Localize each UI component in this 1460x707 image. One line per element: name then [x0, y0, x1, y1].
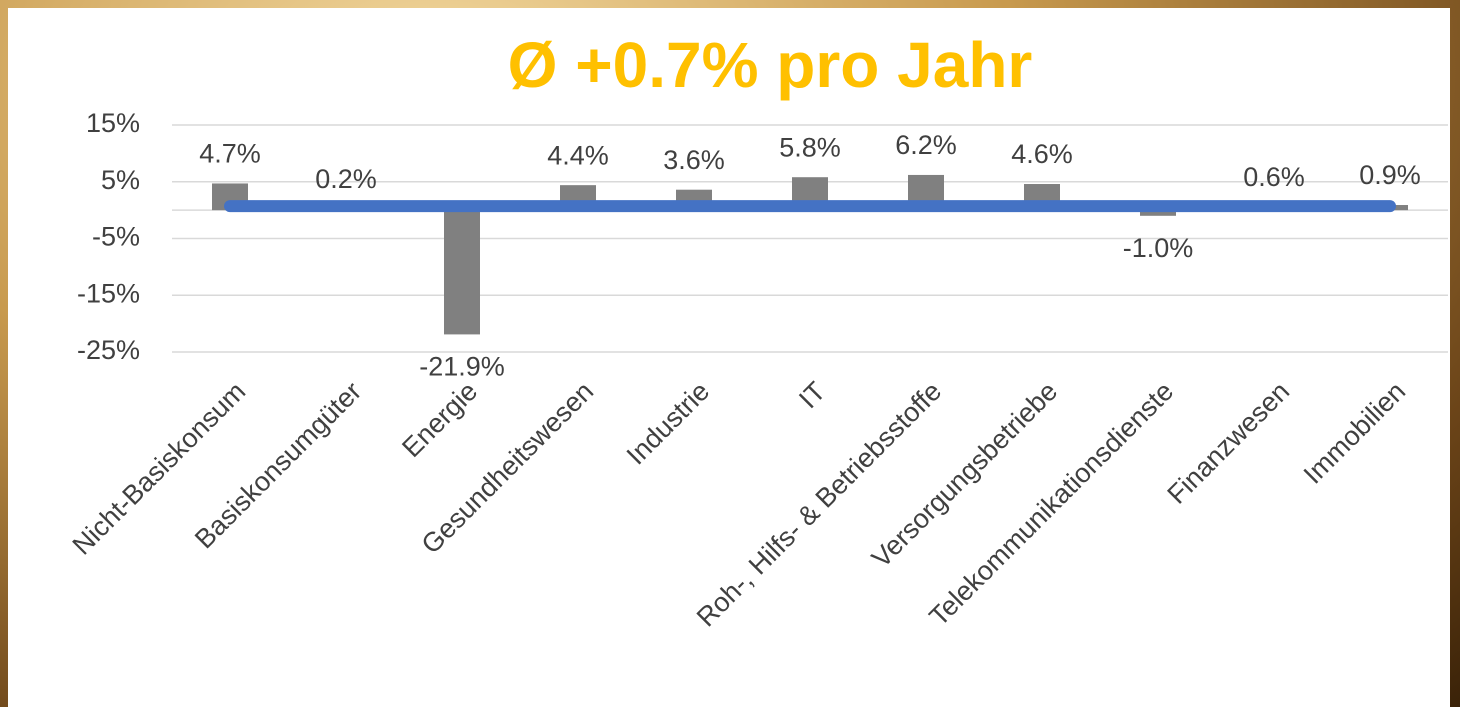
- y-tick-label: -5%: [92, 222, 140, 252]
- value-label: 4.6%: [1011, 139, 1073, 169]
- value-label: 5.8%: [779, 132, 841, 162]
- value-label: 0.9%: [1359, 160, 1421, 190]
- value-label: 4.4%: [547, 140, 609, 170]
- bar: [1140, 210, 1176, 216]
- chart-title: Ø +0.7% pro Jahr: [508, 29, 1033, 101]
- value-label: 0.2%: [315, 164, 377, 194]
- y-tick-label: -25%: [77, 335, 140, 365]
- value-label: 4.7%: [199, 139, 261, 169]
- bar: [444, 210, 480, 335]
- y-tick-label: 15%: [86, 108, 140, 138]
- y-tick-label: -15%: [77, 278, 140, 308]
- value-label: 6.2%: [895, 130, 957, 160]
- value-label: -21.9%: [419, 352, 505, 382]
- value-label: 3.6%: [663, 145, 725, 175]
- y-tick-label: 5%: [101, 165, 140, 195]
- value-label: 0.6%: [1243, 162, 1305, 192]
- value-label: -1.0%: [1123, 233, 1194, 263]
